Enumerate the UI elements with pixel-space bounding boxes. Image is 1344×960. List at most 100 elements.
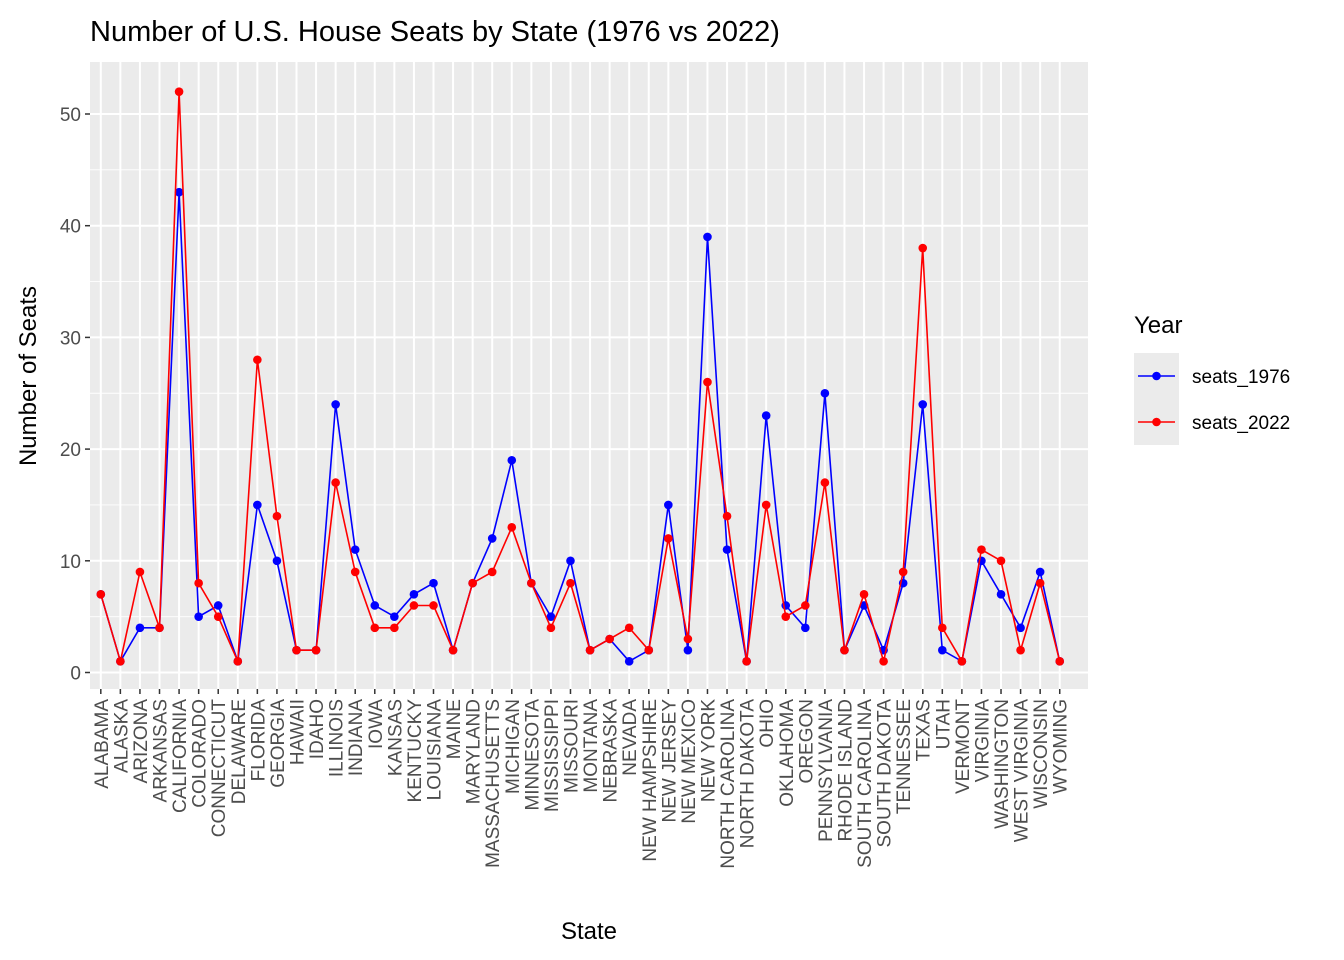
x-tick-label: TEXAS [914,699,935,761]
legend: Year seats_1976 seats_2022 [1134,312,1290,445]
data-point [840,645,849,655]
x-tick-label: MONTANA [581,699,602,793]
x-tick-label: ALABAMA [92,699,113,789]
x-tick-label: ILLINOIS [327,699,348,777]
x-tick-label: MARYLAND [464,699,485,804]
data-point [213,612,223,621]
x-tick-label: KANSAS [385,699,406,776]
x-tick-label: ALASKA [111,699,132,773]
x-tick-label: OKLAHOMA [777,699,798,807]
x-tick-label: TENNESSEE [894,699,915,814]
data-point [585,645,595,655]
data-point [546,623,556,633]
data-point [879,657,888,666]
y-axis: 0 10 20 30 40 50 [60,105,90,685]
y-tick-label: 50 [60,105,81,126]
data-point [859,590,869,599]
data-point [155,623,164,633]
data-point [1035,578,1045,588]
x-tick-label: NEW YORK [698,699,719,802]
data-point [546,612,556,621]
data-point [507,522,517,532]
data-point [722,545,732,554]
data-point [644,645,654,655]
data-point [566,578,575,588]
x-tick-label: SOUTH CAROLINA [855,699,876,868]
data-point [938,623,947,633]
x-tick-label: NORTH DAKOTA [738,699,759,849]
x-tick-label: NEVADA [620,699,641,776]
data-point [938,645,947,655]
data-point [781,612,791,621]
x-tick-label: WISCONSIN [1031,699,1052,809]
y-tick-label: 0 [70,664,81,685]
data-point [194,578,203,588]
data-point [468,578,477,588]
data-point [977,545,986,554]
data-point [409,601,419,610]
data-point [918,243,928,253]
data-point [624,623,634,633]
data-point [1035,567,1045,577]
data-point [487,567,497,577]
data-point [1016,645,1025,655]
y-tick-label: 40 [60,217,81,238]
x-tick-label: WYOMING [1051,699,1072,794]
x-tick-label: UTAH [933,699,954,749]
legend-key-point [1152,417,1161,427]
x-tick-label: NEW HAMPSHIRE [640,699,661,862]
data-point [292,645,301,655]
x-tick-label: ARIZONA [131,699,152,784]
data-point [801,623,810,633]
x-tick-label: NEBRASKA [601,699,622,803]
data-point [390,623,399,633]
x-tick-label: HAWAII [288,699,309,765]
data-point [272,511,282,521]
data-point [448,645,458,655]
data-point [429,578,438,588]
x-tick-label: MICHIGAN [503,699,524,794]
x-axis: ALABAMAALASKAARIZONAARKANSASCALIFORNIACO… [92,689,1072,869]
data-point [664,500,673,510]
data-point [390,612,399,621]
chart-title: Number of U.S. House Seats by State (197… [90,16,780,48]
x-tick-label: COLORADO [190,699,211,808]
x-tick-label: ARKANSAS [151,699,172,802]
y-tick-label: 30 [60,328,81,349]
x-tick-label: WASHINGTON [992,699,1013,829]
data-point [370,623,380,633]
x-tick-label: IOWA [366,699,387,749]
x-tick-label: OREGON [796,699,817,783]
x-tick-label: PENNSYLVANIA [816,699,837,842]
data-point [233,657,243,666]
x-tick-label: MISSOURI [561,699,582,793]
data-point [1016,623,1025,633]
x-tick-label: DELAWARE [229,699,250,804]
data-point [761,500,771,510]
series-line [100,192,1061,664]
data-point [683,634,693,644]
x-tick-label: NEW JERSEY [659,699,680,823]
data-point [527,578,536,588]
data-point [253,355,262,365]
data-point [820,478,830,487]
series-layer [96,87,1065,666]
data-point [174,187,184,197]
data-point [742,657,751,666]
data-point [566,556,575,566]
data-point [116,657,125,666]
data-point [135,567,145,577]
data-point [703,377,712,387]
data-point [820,388,830,398]
series-line [100,91,1061,664]
x-tick-label: MASSACHUSETTS [483,699,504,868]
x-tick-label: WEST VIRGINIA [1012,699,1033,843]
data-point [331,478,340,487]
data-point [722,511,732,521]
x-tick-label: VERMONT [953,699,974,794]
data-point [350,545,360,554]
x-tick-label: NORTH CAROLINA [718,699,739,869]
legend-label: seats_2022 [1192,413,1290,434]
data-point [801,601,810,610]
